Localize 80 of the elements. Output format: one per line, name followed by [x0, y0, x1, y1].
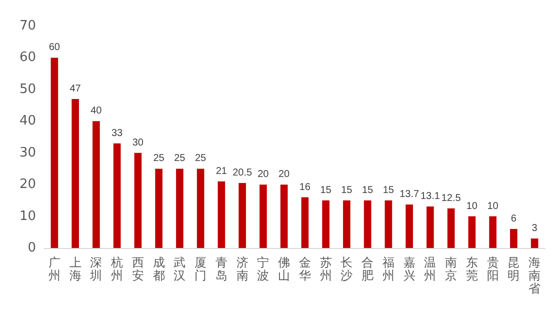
y-tick-label: 50 [19, 82, 36, 97]
y-tick-label: 70 [19, 18, 36, 34]
x-tick-label: 佛山 [278, 256, 290, 282]
x-tick-label: 成都 [152, 256, 165, 282]
x-tick-label: 贵阳 [486, 256, 499, 282]
bar [72, 98, 79, 248]
bar [510, 228, 518, 248]
bar [489, 216, 496, 248]
x-tick-label: 西安 [132, 256, 144, 282]
data-label: 20 [258, 169, 270, 180]
x-tick-label: 上海 [69, 256, 82, 282]
x-tick-label: 南京 [445, 256, 458, 282]
x-tick-label: 嘉兴 [403, 256, 416, 282]
x-tick-label: 济南 [236, 256, 248, 282]
bar [196, 168, 204, 248]
data-label: 20 [278, 169, 290, 180]
bar [406, 204, 413, 248]
x-tick-label: 广州 [48, 256, 60, 282]
bar [238, 182, 246, 248]
data-label: 25 [153, 153, 165, 164]
data-label: 16 [299, 182, 311, 193]
x-tick-label: 昆明 [508, 256, 520, 282]
x-tick-label: 长沙 [340, 256, 353, 282]
x-tick-label: 厦门 [194, 256, 207, 282]
bar [343, 200, 350, 248]
bar [176, 168, 184, 248]
x-tick-label: 东莞 [466, 256, 478, 282]
y-tick-label: 10 [19, 208, 36, 224]
bar [280, 184, 288, 248]
y-tick-label: 40 [19, 114, 36, 129]
bar [92, 121, 100, 248]
bar [155, 168, 162, 248]
data-label: 15 [320, 184, 332, 196]
data-label: 21 [216, 166, 228, 177]
bar [530, 238, 538, 248]
bar [384, 200, 392, 248]
x-tick-label: 武汉 [174, 256, 186, 282]
y-tick-label: 20 [19, 177, 36, 192]
x-tick-label: 合肥 [362, 256, 374, 282]
bar [50, 58, 58, 248]
bar [260, 184, 267, 248]
bar [426, 206, 434, 248]
data-label: 13.1 [420, 190, 440, 202]
y-tick-label: 0 [28, 240, 36, 256]
data-label: 13.7 [400, 189, 420, 200]
bar [322, 200, 330, 248]
x-tick-label: 青岛 [215, 256, 228, 282]
bar [113, 143, 121, 248]
x-tick-label: 苏州 [320, 256, 332, 282]
data-label: 20.5 [232, 167, 252, 178]
data-label: 12.5 [441, 192, 462, 204]
x-tick-label: 海南省 [528, 256, 541, 296]
data-label: 15 [362, 184, 374, 196]
data-label: 25 [174, 153, 186, 164]
y-tick-label: 60 [19, 50, 36, 66]
data-label: 3 [532, 222, 538, 234]
data-label: 15 [341, 184, 353, 196]
y-tick-label: 30 [19, 145, 36, 160]
data-label: 33 [112, 128, 124, 139]
data-label: 47 [70, 83, 82, 94]
bar [134, 152, 142, 248]
bar [218, 181, 226, 248]
x-tick-label: 温州 [424, 256, 436, 282]
data-label: 10 [487, 200, 499, 212]
x-tick-label: 宁波 [257, 256, 270, 282]
data-label: 30 [132, 137, 144, 148]
data-label: 15 [382, 184, 394, 196]
x-tick-label: 福州 [382, 256, 394, 282]
data-label: 6 [510, 213, 517, 224]
bar [447, 208, 455, 248]
data-label: 25 [195, 153, 207, 164]
bar [301, 197, 309, 248]
x-tick-label: 杭州 [110, 256, 124, 282]
x-tick-label: 金华 [298, 256, 311, 282]
data-label: 40 [90, 106, 102, 117]
bar [364, 200, 372, 248]
bar [468, 216, 476, 248]
data-label: 10 [466, 200, 478, 212]
x-tick-label: 深圳 [89, 256, 102, 282]
data-label: 60 [48, 42, 60, 54]
